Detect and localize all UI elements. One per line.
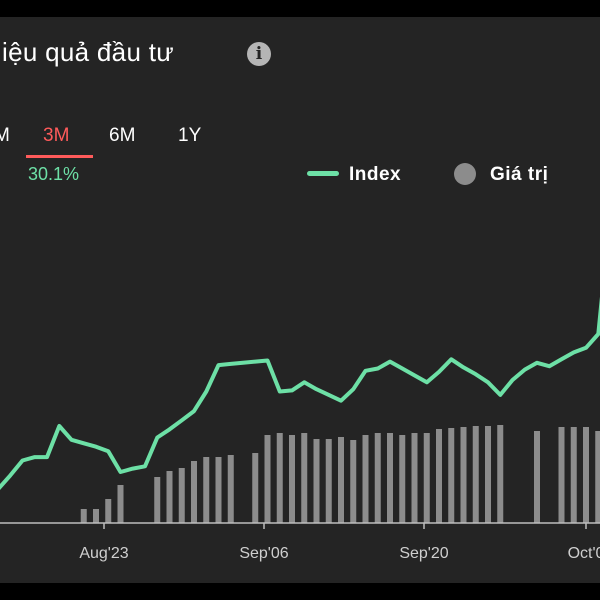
x-tick-label: Sep'06	[239, 545, 288, 562]
tab-period-6m[interactable]: 6M	[109, 125, 136, 146]
value-bar	[460, 427, 467, 523]
x-axis-ticks: Aug'23 Sep'06 Sep'20 Oct'0	[79, 523, 600, 562]
legend-line-swatch	[307, 171, 339, 176]
value-bar	[313, 439, 320, 523]
value-bar	[497, 425, 504, 523]
x-tick-label: Aug'23	[79, 545, 128, 562]
legend-index-label: Index	[349, 164, 402, 185]
active-tab-underline	[26, 155, 93, 158]
value-bar	[264, 435, 271, 523]
value-bar	[350, 440, 357, 523]
value-bar	[117, 485, 124, 523]
value-bar	[374, 433, 381, 523]
value-bar	[289, 435, 295, 523]
tab-period-3m[interactable]: 3M	[43, 125, 70, 146]
period-return: 30.1%	[28, 164, 80, 184]
legend-bar-swatch	[454, 163, 476, 185]
x-tick-label: Sep'20	[399, 545, 448, 562]
value-bar	[558, 427, 565, 523]
value-bar	[472, 426, 479, 523]
value-bar	[595, 431, 600, 523]
value-bar	[166, 471, 173, 523]
legend-value-label: Giá trị	[490, 164, 549, 185]
value-bar	[215, 457, 222, 523]
value-bar	[387, 433, 393, 523]
value-bar	[93, 509, 99, 523]
investment-performance-card: iệu quả đầu tư i M 3M 6M 1Y 30.1% Index …	[0, 17, 600, 583]
value-bar	[154, 477, 161, 523]
value-bar	[105, 499, 112, 523]
value-bar	[191, 461, 197, 523]
value-bar	[325, 439, 332, 523]
value-bar	[534, 431, 540, 523]
bar-series	[80, 425, 600, 523]
value-bar	[485, 426, 491, 523]
value-bar	[423, 433, 430, 523]
value-bar	[436, 429, 442, 523]
value-bar	[301, 433, 308, 523]
value-bar	[399, 435, 406, 523]
card-title: iệu quả đầu tư	[2, 37, 174, 67]
value-bar	[203, 457, 210, 523]
value-bar	[448, 428, 455, 523]
tab-period-1y[interactable]: 1Y	[178, 125, 202, 146]
value-bar	[227, 455, 234, 523]
value-bar	[276, 433, 283, 523]
index-line	[0, 296, 600, 491]
value-bar	[411, 433, 418, 523]
value-bar	[252, 453, 259, 523]
value-bar	[338, 437, 344, 523]
value-bar	[570, 427, 577, 523]
value-bar	[583, 427, 589, 523]
info-icon[interactable]: i	[247, 42, 271, 66]
tab-period-m[interactable]: M	[0, 125, 10, 146]
x-tick-label: Oct'0	[568, 545, 600, 562]
value-bar	[80, 509, 87, 523]
value-bar	[362, 435, 369, 523]
value-bar	[178, 468, 185, 523]
